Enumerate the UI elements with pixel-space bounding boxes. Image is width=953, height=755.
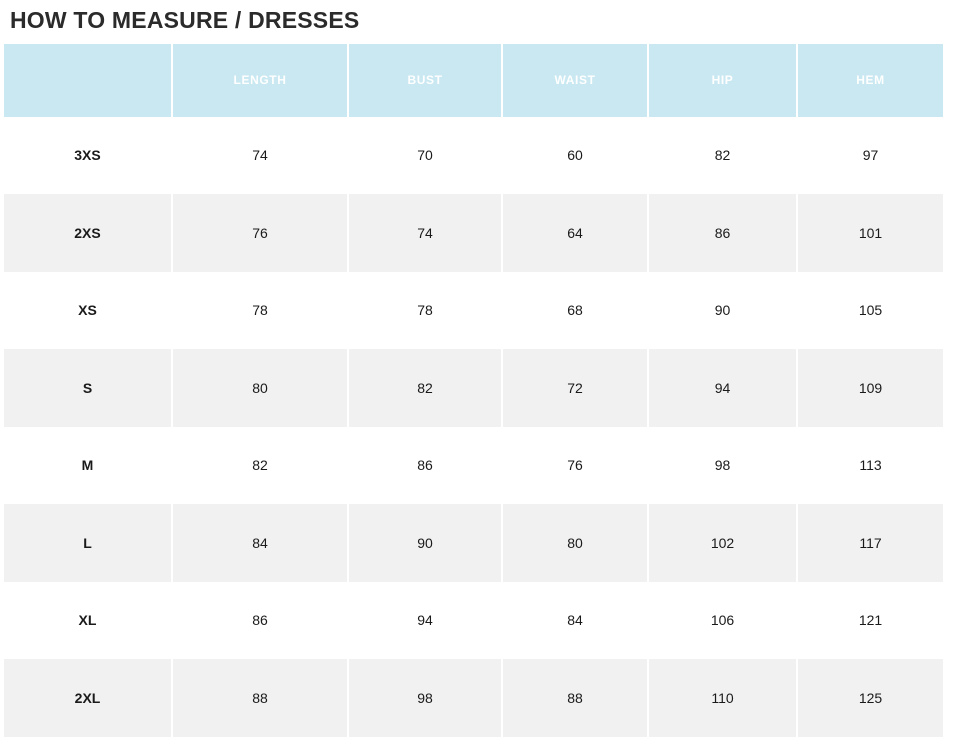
size-label: L: [4, 504, 172, 582]
table-row: 3XS 74 70 60 82 97: [4, 116, 943, 195]
measurement-cell: 113: [796, 426, 943, 505]
measurement-cell: 86: [347, 426, 502, 505]
measurement-cell: 80: [171, 349, 348, 427]
measurement-cell: 84: [171, 504, 348, 582]
size-chart-body: 3XS 74 70 60 82 97 2XS 76 74 64 86 101 XS 78 78 68 90 105…: [4, 116, 943, 737]
measurement-cell: 64: [501, 194, 648, 272]
table-row: XL 86 94 84 106 121: [4, 581, 943, 660]
measurement-cell: 105: [796, 271, 943, 350]
measurement-cell: 110: [647, 659, 797, 737]
measurement-cell: 82: [171, 426, 348, 505]
measurement-cell: 60: [501, 116, 648, 195]
measurement-cell: 97: [796, 116, 943, 195]
size-label: 3XS: [4, 116, 172, 195]
measurement-cell: 74: [347, 194, 502, 272]
measurement-cell: 94: [347, 581, 502, 660]
table-row: XS 78 78 68 90 105: [4, 271, 943, 350]
table-row: S 80 82 72 94 109: [4, 349, 943, 427]
measurement-cell: 80: [501, 504, 648, 582]
measurement-cell: 102: [647, 504, 797, 582]
measurement-cell: 121: [796, 581, 943, 660]
header-row: LENGTH BUST WAIST HIP HEM: [4, 43, 943, 117]
measurement-cell: 86: [171, 581, 348, 660]
measurement-cell: 70: [347, 116, 502, 195]
measurement-cell: 98: [347, 659, 502, 737]
measurement-cell: 98: [647, 426, 797, 505]
measurement-cell: 68: [501, 271, 648, 350]
size-chart-table: LENGTH BUST WAIST HIP HEM 3XS 74 70 60 82 97 2XS 76…: [4, 43, 943, 737]
size-label: S: [4, 349, 172, 427]
measurement-cell: 74: [171, 116, 348, 195]
table-row: L 84 90 80 102 117: [4, 504, 943, 582]
size-column-header: [4, 43, 172, 117]
measurement-cell: 84: [501, 581, 648, 660]
size-label: M: [4, 426, 172, 505]
measurement-cell: 76: [171, 194, 348, 272]
measurement-cell: 125: [796, 659, 943, 737]
measurement-cell: 88: [171, 659, 348, 737]
measurement-cell: 78: [347, 271, 502, 350]
column-header-length: LENGTH: [171, 43, 348, 117]
size-label: 2XL: [4, 659, 172, 737]
measurement-cell: 94: [647, 349, 797, 427]
measurement-cell: 82: [647, 116, 797, 195]
table-row: M 82 86 76 98 113: [4, 426, 943, 505]
size-label: 2XS: [4, 194, 172, 272]
measurement-cell: 106: [647, 581, 797, 660]
size-label: XS: [4, 271, 172, 350]
column-header-waist: WAIST: [501, 43, 648, 117]
column-header-hem: HEM: [796, 43, 943, 117]
measurement-cell: 88: [501, 659, 648, 737]
measurement-cell: 76: [501, 426, 648, 505]
measurement-cell: 101: [796, 194, 943, 272]
measurement-cell: 78: [171, 271, 348, 350]
measurement-cell: 90: [647, 271, 797, 350]
measurement-cell: 72: [501, 349, 648, 427]
column-header-bust: BUST: [347, 43, 502, 117]
measurement-cell: 82: [347, 349, 502, 427]
page-title: HOW TO MEASURE / DRESSES: [10, 7, 360, 33]
size-chart-header: LENGTH BUST WAIST HIP HEM: [4, 43, 943, 117]
size-label: XL: [4, 581, 172, 660]
measurement-cell: 109: [796, 349, 943, 427]
column-header-hip: HIP: [647, 43, 797, 117]
measurement-cell: 90: [347, 504, 502, 582]
measurement-cell: 86: [647, 194, 797, 272]
table-row: 2XL 88 98 88 110 125: [4, 659, 943, 737]
table-row: 2XS 76 74 64 86 101: [4, 194, 943, 272]
measurement-cell: 117: [796, 504, 943, 582]
